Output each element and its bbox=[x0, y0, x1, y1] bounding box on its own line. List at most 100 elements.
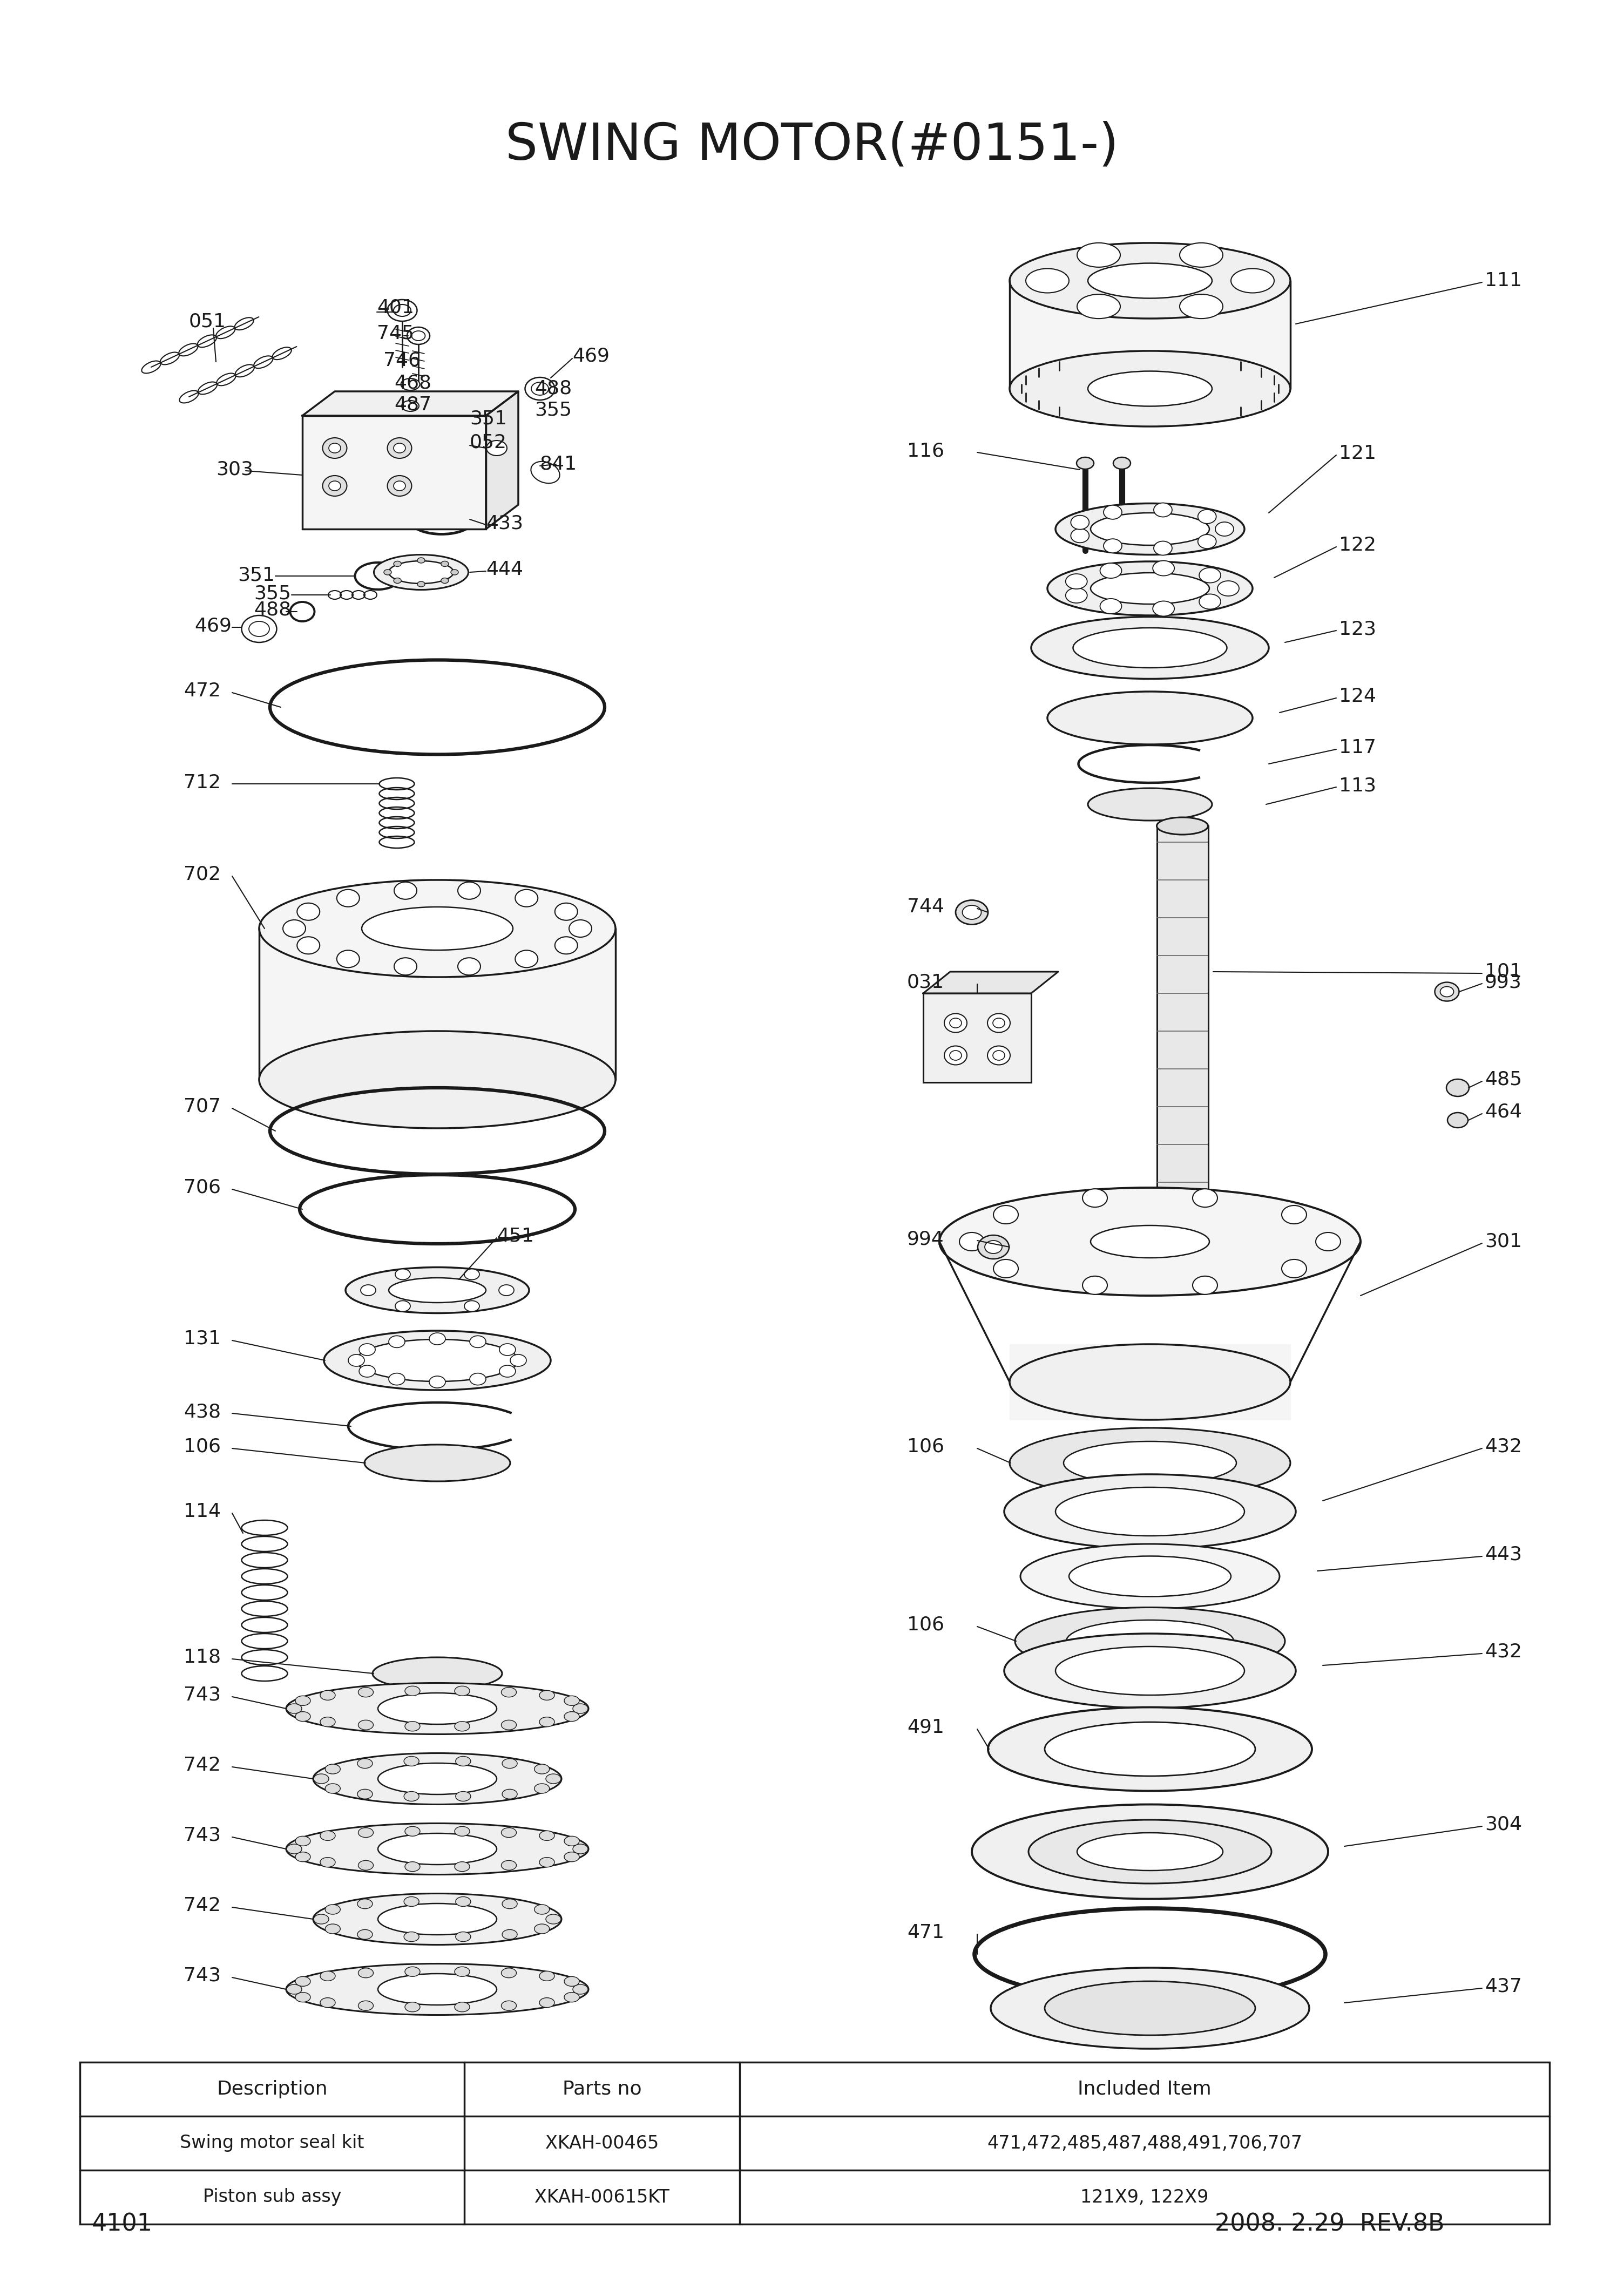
Ellipse shape bbox=[987, 1014, 1010, 1033]
Ellipse shape bbox=[1091, 513, 1210, 545]
Text: 131: 131 bbox=[184, 1330, 221, 1349]
Ellipse shape bbox=[296, 1697, 310, 1706]
Polygon shape bbox=[260, 927, 615, 1079]
Text: 432: 432 bbox=[1484, 1642, 1522, 1660]
Ellipse shape bbox=[984, 1241, 1002, 1253]
Ellipse shape bbox=[429, 1333, 445, 1344]
Ellipse shape bbox=[1010, 1429, 1291, 1498]
Ellipse shape bbox=[323, 437, 348, 458]
Ellipse shape bbox=[388, 1374, 404, 1385]
Ellipse shape bbox=[539, 1690, 554, 1699]
Ellipse shape bbox=[1004, 1633, 1296, 1708]
Ellipse shape bbox=[141, 362, 161, 373]
Ellipse shape bbox=[1010, 1344, 1291, 1420]
Ellipse shape bbox=[991, 1967, 1309, 2050]
Ellipse shape bbox=[555, 902, 578, 921]
Text: 304: 304 bbox=[1484, 1816, 1522, 1834]
Ellipse shape bbox=[1083, 1276, 1108, 1294]
Ellipse shape bbox=[1440, 987, 1453, 996]
Ellipse shape bbox=[320, 1997, 335, 2008]
Ellipse shape bbox=[1044, 1722, 1255, 1777]
Ellipse shape bbox=[313, 1894, 562, 1944]
Ellipse shape bbox=[198, 334, 216, 348]
Ellipse shape bbox=[1447, 1113, 1468, 1127]
Ellipse shape bbox=[378, 1692, 497, 1724]
Ellipse shape bbox=[388, 1278, 486, 1303]
Ellipse shape bbox=[1056, 1486, 1244, 1537]
Ellipse shape bbox=[502, 2001, 516, 2011]
Ellipse shape bbox=[1179, 295, 1223, 318]
Ellipse shape bbox=[1192, 1189, 1218, 1207]
Ellipse shape bbox=[1215, 522, 1234, 536]
Ellipse shape bbox=[283, 921, 305, 937]
Ellipse shape bbox=[286, 1683, 588, 1734]
Ellipse shape bbox=[564, 1992, 580, 2001]
Ellipse shape bbox=[216, 325, 235, 339]
Ellipse shape bbox=[1070, 529, 1090, 543]
Ellipse shape bbox=[1156, 818, 1208, 834]
Ellipse shape bbox=[404, 1967, 421, 1976]
Text: 122: 122 bbox=[1338, 536, 1376, 554]
Text: 712: 712 bbox=[184, 774, 221, 792]
Text: 118: 118 bbox=[184, 1649, 221, 1667]
Text: 301: 301 bbox=[1484, 1232, 1522, 1250]
Ellipse shape bbox=[455, 1827, 469, 1837]
Ellipse shape bbox=[546, 1775, 560, 1784]
Ellipse shape bbox=[499, 1344, 515, 1356]
Ellipse shape bbox=[546, 1914, 560, 1924]
Ellipse shape bbox=[978, 1234, 1009, 1260]
Ellipse shape bbox=[971, 1805, 1328, 1898]
Ellipse shape bbox=[1104, 506, 1122, 520]
Ellipse shape bbox=[297, 937, 320, 955]
Ellipse shape bbox=[359, 1688, 374, 1697]
Ellipse shape bbox=[357, 1759, 372, 1768]
Ellipse shape bbox=[296, 1837, 310, 1846]
Ellipse shape bbox=[359, 1720, 374, 1729]
Text: 124: 124 bbox=[1338, 687, 1376, 705]
Ellipse shape bbox=[1153, 540, 1173, 554]
Ellipse shape bbox=[401, 401, 419, 412]
Ellipse shape bbox=[362, 907, 513, 950]
Text: XKAH-00615KT: XKAH-00615KT bbox=[534, 2189, 669, 2205]
Ellipse shape bbox=[198, 382, 218, 394]
Ellipse shape bbox=[1091, 572, 1210, 605]
Ellipse shape bbox=[286, 1823, 588, 1876]
Ellipse shape bbox=[378, 1834, 497, 1864]
Ellipse shape bbox=[994, 1205, 1018, 1223]
Ellipse shape bbox=[451, 570, 458, 575]
Ellipse shape bbox=[944, 1014, 966, 1033]
Text: 351: 351 bbox=[469, 410, 507, 428]
Ellipse shape bbox=[1065, 589, 1086, 602]
Ellipse shape bbox=[502, 1759, 518, 1768]
Ellipse shape bbox=[395, 1269, 411, 1280]
Ellipse shape bbox=[955, 900, 987, 925]
Ellipse shape bbox=[378, 1763, 497, 1795]
Ellipse shape bbox=[987, 1047, 1010, 1065]
Ellipse shape bbox=[253, 355, 273, 369]
Ellipse shape bbox=[417, 582, 425, 586]
Ellipse shape bbox=[963, 905, 981, 918]
Ellipse shape bbox=[242, 616, 276, 643]
Ellipse shape bbox=[404, 1685, 421, 1697]
Ellipse shape bbox=[1192, 1276, 1218, 1294]
Ellipse shape bbox=[359, 1365, 375, 1376]
Ellipse shape bbox=[346, 1266, 529, 1312]
Ellipse shape bbox=[939, 1189, 1361, 1296]
Ellipse shape bbox=[1077, 295, 1121, 318]
Ellipse shape bbox=[393, 444, 406, 453]
Ellipse shape bbox=[404, 1862, 421, 1871]
Ellipse shape bbox=[456, 1933, 471, 1942]
Ellipse shape bbox=[564, 1976, 580, 1985]
Ellipse shape bbox=[296, 1853, 310, 1862]
Ellipse shape bbox=[1010, 243, 1291, 318]
Text: Swing motor seal kit: Swing motor seal kit bbox=[180, 2134, 364, 2153]
Ellipse shape bbox=[395, 882, 417, 900]
Ellipse shape bbox=[388, 1335, 404, 1347]
Text: 355: 355 bbox=[534, 401, 572, 419]
Ellipse shape bbox=[531, 463, 560, 483]
Ellipse shape bbox=[325, 1924, 341, 1933]
Text: 468: 468 bbox=[395, 373, 432, 392]
Ellipse shape bbox=[1044, 1981, 1255, 2036]
Text: 743: 743 bbox=[184, 1685, 221, 1704]
Ellipse shape bbox=[1199, 511, 1216, 524]
